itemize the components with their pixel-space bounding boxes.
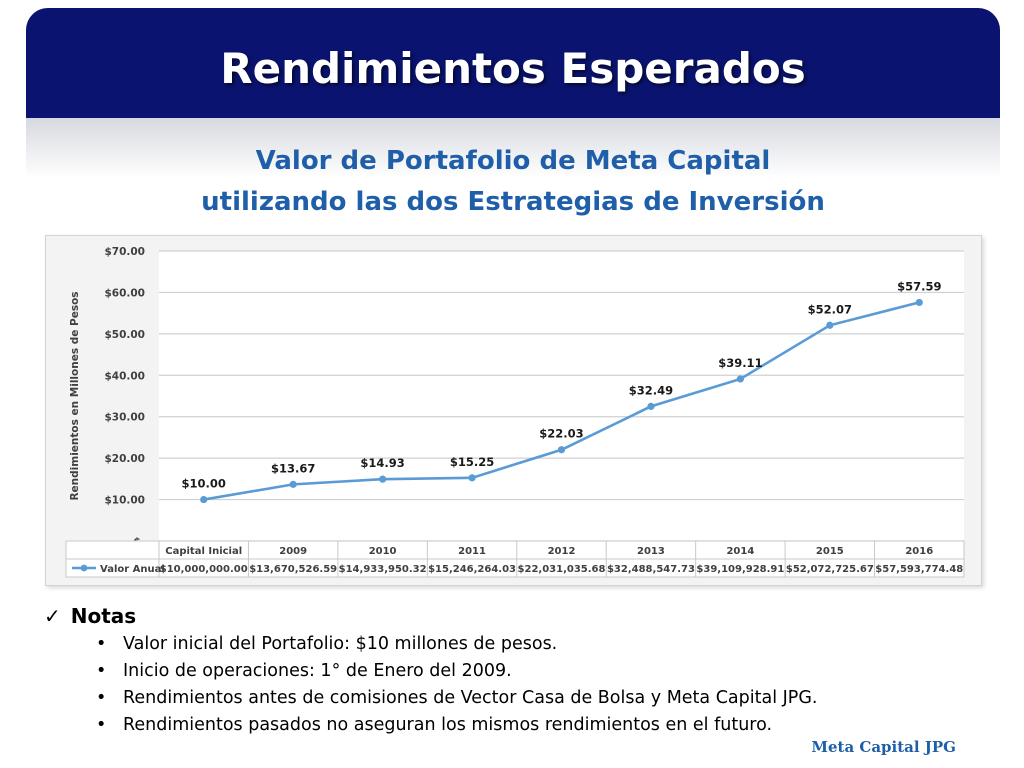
x-tick-label: 2016 (905, 546, 933, 557)
y-tick-label: $10.00 (104, 495, 145, 507)
y-tick-label: $40.00 (104, 370, 145, 382)
note-item: Valor inicial del Portafolio: $10 millon… (96, 634, 817, 661)
y-tick-label: $60.00 (104, 287, 145, 299)
table-cell: $14,933,950.32 (339, 564, 427, 575)
data-point (647, 402, 655, 410)
data-point (200, 495, 208, 504)
line-chart: $-$10.00$20.00$30.00$40.00$50.00$60.00$7… (45, 235, 982, 586)
note-item: Inicio de operaciones: 1° de Enero del 2… (96, 661, 817, 688)
table-cell: $57,593,774.48 (875, 564, 963, 575)
data-label: $22.03 (539, 427, 583, 441)
data-point (379, 475, 387, 483)
data-label: $10.00 (182, 477, 226, 491)
data-point (826, 321, 834, 329)
checkmark-icon: ✓ (44, 604, 61, 628)
x-tick-label: 2009 (279, 546, 307, 557)
x-tick-label: 2012 (548, 546, 576, 557)
data-label: $32.49 (629, 383, 673, 397)
table-cell: $10,000,000.00 (160, 564, 248, 575)
table-cell: $52,072,725.67 (786, 564, 874, 575)
x-tick-label: 2015 (816, 546, 844, 557)
slide-title: Rendimientos Esperados (220, 44, 806, 93)
y-axis-label: Rendimientos en Millones de Pesos (69, 291, 81, 500)
y-tick-label: $50.00 (104, 329, 145, 341)
table-cell: $15,246,264.03 (428, 564, 516, 575)
data-label: $14.93 (360, 456, 404, 470)
data-label: $39.11 (718, 356, 762, 370)
brand-logo-text: Meta Capital JPG (811, 738, 956, 756)
chart-title-line1: Valor de Portafolio de Meta Capital (255, 146, 771, 176)
data-label: $57.59 (897, 279, 941, 293)
notes-list: Valor inicial del Portafolio: $10 millon… (96, 634, 817, 742)
data-point (468, 474, 476, 482)
header-fade (26, 118, 1000, 178)
legend-label: Valor Anual (100, 564, 165, 575)
x-tick-label: 2013 (637, 546, 665, 557)
data-label: $13.67 (271, 461, 315, 475)
table-cell: $39,109,928.91 (696, 564, 784, 575)
table-cell: $13,670,526.59 (249, 564, 337, 575)
data-point (915, 298, 923, 307)
x-tick-label: 2011 (458, 546, 486, 557)
data-point (736, 375, 744, 383)
note-item: Rendimientos pasados no aseguran los mis… (96, 715, 817, 742)
table-cell: $32,488,547.73 (607, 564, 695, 575)
y-tick-label: $30.00 (104, 412, 145, 424)
y-tick-label: $20.00 (104, 453, 145, 465)
x-tick-label: 2010 (369, 546, 397, 557)
y-tick-label: $70.00 (104, 246, 145, 258)
data-point (289, 480, 297, 488)
chart-title-line2: utilizando las dos Estrategias de Invers… (201, 187, 825, 217)
chart-svg: $-$10.00$20.00$30.00$40.00$50.00$60.00$7… (65, 246, 965, 578)
notes-heading: ✓ Notas (44, 604, 136, 628)
x-tick-label: Capital Inicial (165, 546, 242, 557)
plot-area (159, 251, 964, 541)
note-item: Rendimientos antes de comisiones de Vect… (96, 688, 817, 715)
data-label: $52.07 (808, 302, 852, 316)
x-tick-label: 2014 (726, 546, 754, 557)
notes-heading-label: Notas (70, 604, 137, 628)
data-point (557, 446, 566, 454)
chart-title-area: Valor de Portafolio de Meta Capital util… (26, 0, 1000, 230)
legend-marker (80, 564, 88, 572)
data-label: $15.25 (450, 455, 494, 469)
table-cell: $22,031,035.68 (518, 564, 606, 575)
slide-header: Rendimientos Esperados (26, 8, 1000, 118)
